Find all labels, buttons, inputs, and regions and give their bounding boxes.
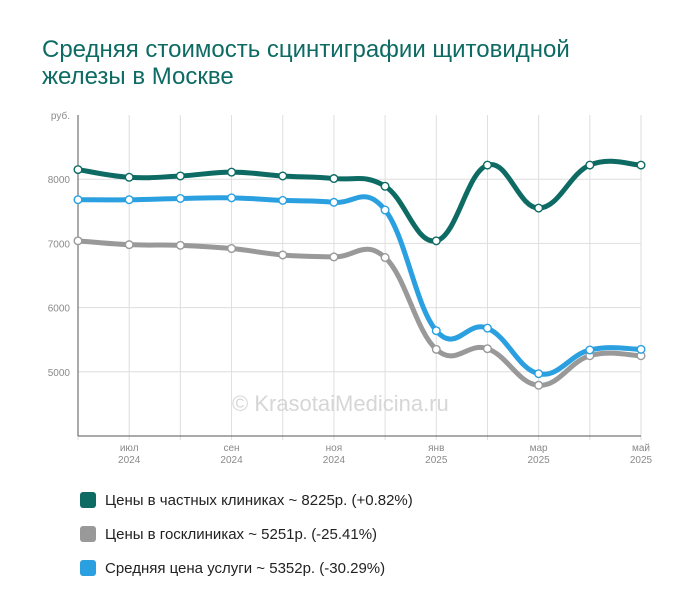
legend-swatch	[80, 492, 96, 508]
x-tick-label-month: сен	[223, 443, 239, 454]
y-tick-label: 5000	[48, 368, 71, 379]
data-point-series-2[interactable]	[329, 252, 339, 262]
x-tick-label-year: 2024	[323, 455, 346, 466]
data-point-series-1[interactable]	[585, 160, 595, 170]
y-tick-label: 7000	[48, 239, 71, 250]
data-point-series-1[interactable]	[124, 172, 134, 182]
data-point-series-1[interactable]	[278, 171, 288, 181]
data-point-series-3[interactable]	[124, 195, 134, 205]
data-point-series-3[interactable]	[329, 197, 339, 207]
x-tick-label-month: ноя	[326, 443, 343, 454]
line-chart: 5000600070008000руб.июл2024сен2024ноя202…	[48, 110, 653, 466]
data-point-series-3[interactable]	[227, 193, 237, 203]
x-tick-label-year: 2025	[528, 455, 551, 466]
axes: 5000600070008000руб.июл2024сен2024ноя202…	[48, 110, 653, 466]
legend-item-3[interactable]: Средняя цена услуги ~ 5352р. (-30.29%)	[80, 551, 413, 585]
legend-label: Цены в частных клиниках ~ 8225р. (+0.82%…	[105, 491, 413, 509]
y-tick-label: 8000	[48, 175, 71, 186]
data-point-series-2[interactable]	[431, 344, 441, 354]
data-point-series-1[interactable]	[227, 167, 237, 177]
data-point-series-1[interactable]	[73, 165, 83, 175]
data-point-series-1[interactable]	[431, 236, 441, 246]
data-point-series-3[interactable]	[636, 344, 646, 354]
series-line-3	[75, 194, 644, 377]
watermark: © KrasotaiMedicina.ru	[232, 391, 449, 416]
y-tick-label: 6000	[48, 304, 71, 315]
data-point-series-2[interactable]	[73, 236, 83, 246]
legend-swatch	[80, 560, 96, 576]
data-point-series-3[interactable]	[380, 205, 390, 215]
legend-label: Средняя цена услуги ~ 5352р. (-30.29%)	[105, 559, 386, 577]
legend-item-1[interactable]: Цены в частных клиниках ~ 8225р. (+0.82%…	[80, 483, 413, 517]
legend: Цены в частных клиниках ~ 8225р. (+0.82%…	[80, 483, 413, 585]
data-points	[73, 160, 646, 390]
legend-item-2[interactable]: Цены в госклиниках ~ 5251р. (-25.41%)	[80, 517, 413, 551]
data-point-series-2[interactable]	[482, 344, 492, 354]
data-point-series-2[interactable]	[534, 380, 544, 390]
data-point-series-1[interactable]	[329, 174, 339, 184]
chart-title: Средняя стоимость сцинтиграфии щитовидно…	[42, 36, 570, 90]
data-point-series-3[interactable]	[431, 326, 441, 336]
x-tick-label-month: июл	[120, 443, 139, 454]
x-tick-label-month: янв	[428, 443, 444, 454]
legend-swatch	[80, 526, 96, 542]
series-lines	[75, 158, 644, 388]
data-point-series-1[interactable]	[482, 160, 492, 170]
data-point-series-3[interactable]	[278, 195, 288, 205]
data-point-series-2[interactable]	[227, 244, 237, 254]
data-point-series-3[interactable]	[585, 345, 595, 355]
data-point-series-2[interactable]	[175, 240, 185, 250]
x-tick-label-year: 2024	[220, 455, 243, 466]
x-tick-label-year: 2025	[425, 455, 448, 466]
data-point-series-3[interactable]	[73, 195, 83, 205]
x-tick-label-month: май	[632, 443, 650, 454]
data-point-series-1[interactable]	[175, 171, 185, 181]
legend-label: Цены в госклиниках ~ 5251р. (-25.41%)	[105, 525, 378, 543]
data-point-series-1[interactable]	[534, 203, 544, 213]
data-point-series-3[interactable]	[482, 323, 492, 333]
series-line-2	[75, 238, 644, 388]
x-tick-label-year: 2024	[118, 455, 141, 466]
data-point-series-3[interactable]	[175, 193, 185, 203]
data-point-series-2[interactable]	[380, 253, 390, 263]
x-tick-label-year: 2025	[630, 455, 653, 466]
data-point-series-3[interactable]	[534, 369, 544, 379]
data-point-series-1[interactable]	[636, 160, 646, 170]
data-point-series-2[interactable]	[124, 240, 134, 250]
data-point-series-1[interactable]	[380, 181, 390, 191]
x-tick-label-month: мар	[530, 443, 548, 454]
y-axis-unit-label: руб.	[51, 110, 70, 122]
data-point-series-2[interactable]	[278, 250, 288, 260]
